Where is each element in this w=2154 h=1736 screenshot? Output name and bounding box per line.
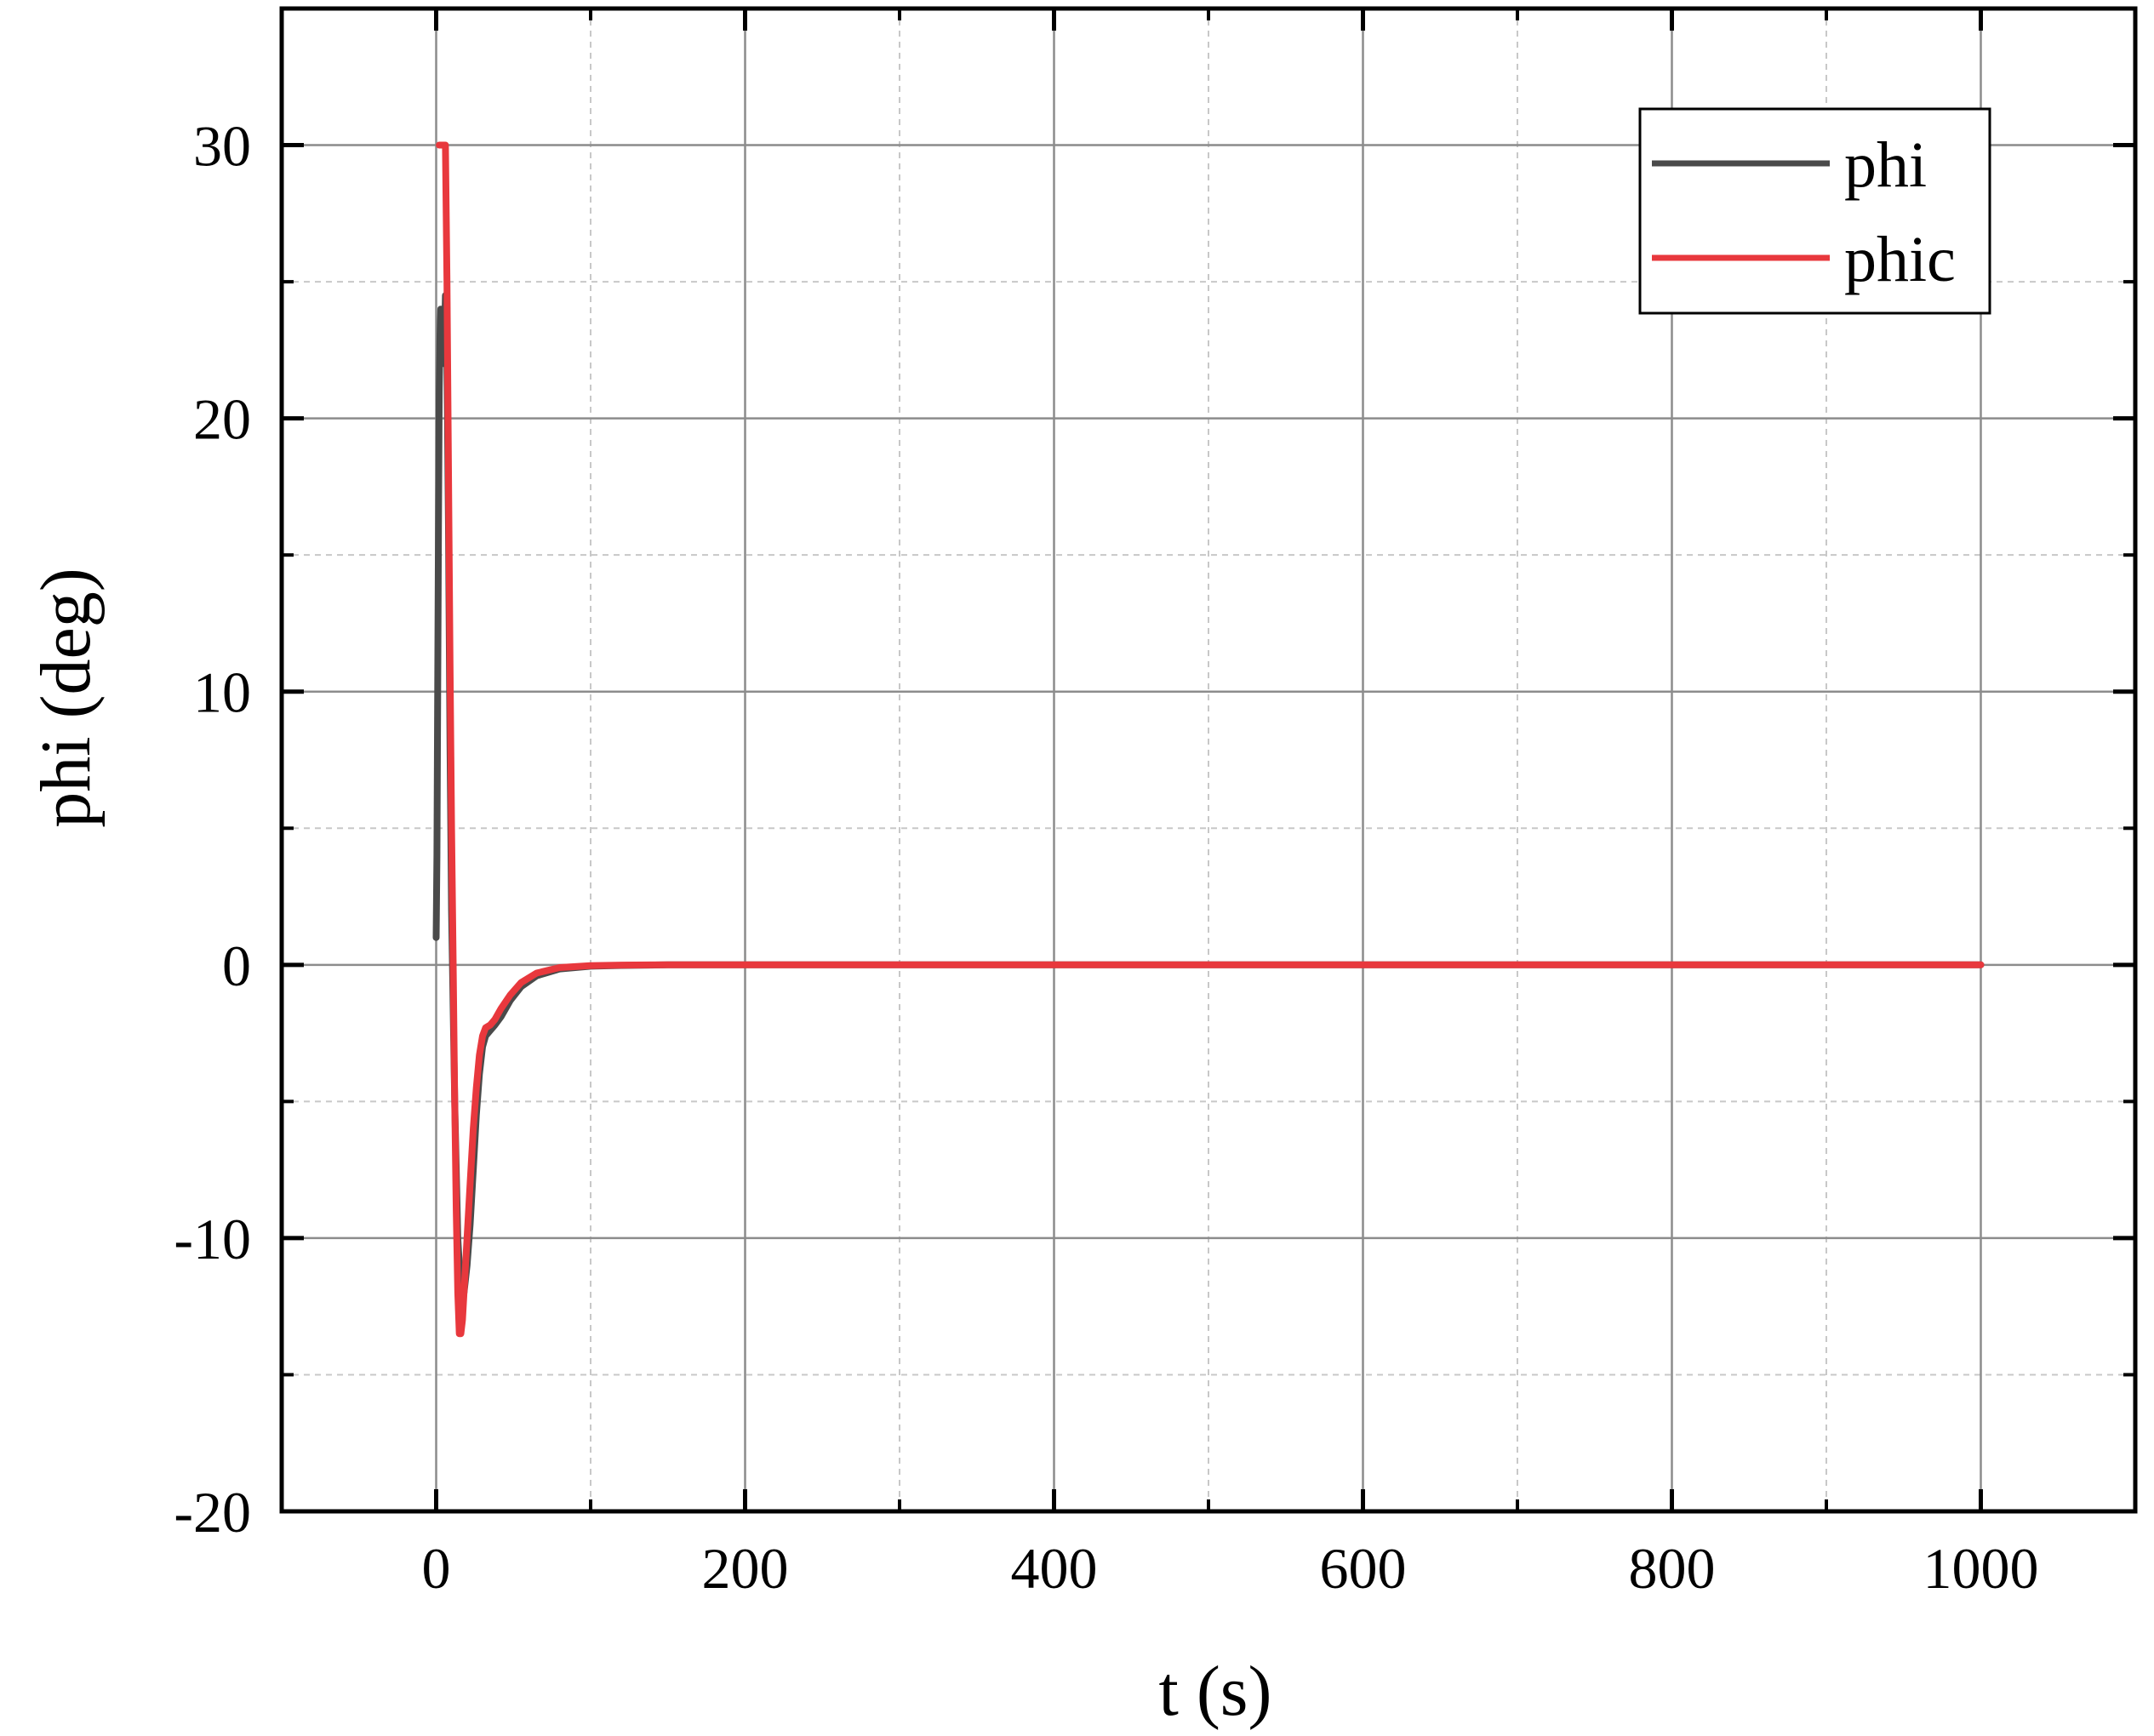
x-tick-label: 600 xyxy=(1320,1536,1407,1601)
series-lines xyxy=(432,141,1985,1338)
x-axis-title: t (s) xyxy=(1159,1652,1272,1731)
y-tick-label: 30 xyxy=(193,114,251,179)
y-tick-label: 10 xyxy=(193,660,251,725)
x-tick-label: 200 xyxy=(702,1536,789,1601)
tick-labels: 0 200 400 600 800 1000 -20 -10 0 10 20 30 xyxy=(174,114,2038,1601)
legend-label-phi: phi xyxy=(1844,129,1927,201)
y-axis-title: phi (deg) xyxy=(26,568,106,828)
legend-box xyxy=(1638,107,1991,315)
y-tick-label: -10 xyxy=(174,1207,251,1271)
x-tick-label: 0 xyxy=(422,1536,451,1601)
y-tick-label: 0 xyxy=(222,934,251,998)
y-tick-label: -20 xyxy=(174,1480,251,1545)
y-tick-label: 20 xyxy=(193,387,251,452)
axis-ticks xyxy=(282,9,2135,1514)
x-tick-label: 800 xyxy=(1629,1536,1716,1601)
x-tick-label: 400 xyxy=(1011,1536,1098,1601)
series-line-phic xyxy=(436,141,1985,1338)
x-tick-label: 1000 xyxy=(1923,1536,2039,1601)
legend: phi phic xyxy=(1638,107,1991,315)
legend-label-phic: phic xyxy=(1844,224,1956,295)
